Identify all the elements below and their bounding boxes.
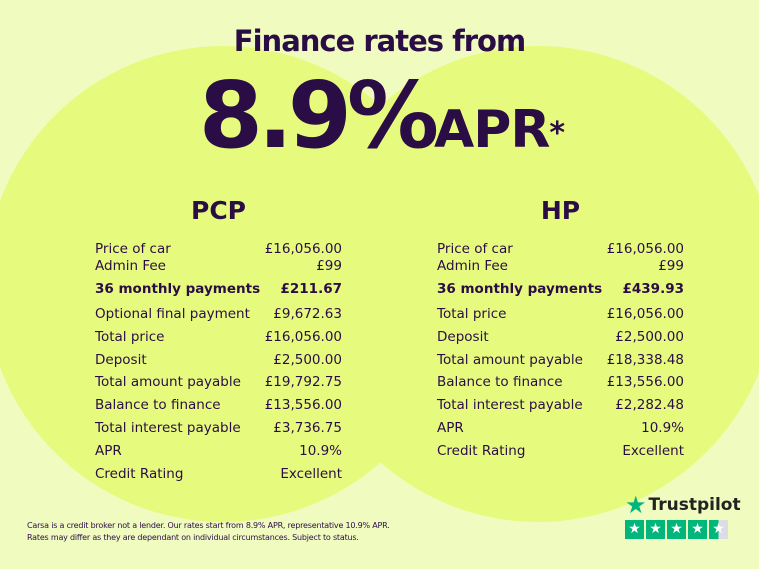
rating-star-icon: ★ — [688, 520, 707, 539]
row-label: Credit Rating — [437, 442, 526, 459]
row-label: Admin Fee — [95, 258, 166, 274]
row-value: Excellent — [280, 465, 342, 482]
row-label: Deposit — [95, 351, 147, 368]
row-label: Total price — [95, 328, 165, 345]
row-value: £16,056.00 — [264, 328, 342, 345]
row-label: APR — [95, 442, 122, 459]
row-value: £211.67 — [280, 281, 343, 297]
rating-star-icon: ★ — [625, 520, 644, 539]
row-label: APR — [437, 419, 464, 436]
table-row: Price of car £16,056.00 — [95, 241, 342, 258]
apr-label: APR — [434, 100, 550, 160]
headline-rate: 8.9%APR* — [0, 66, 759, 180]
row-value: £99 — [658, 258, 684, 274]
disclaimer: Carsa is a credit broker not a lender. O… — [27, 520, 390, 544]
table-row: Total amount payable £18,338.48 — [437, 349, 684, 372]
table-row: 36 monthly payments £439.93 — [437, 275, 684, 303]
row-label: Optional final payment — [95, 306, 250, 322]
table-row: Balance to finance £13,556.00 — [437, 371, 684, 394]
row-label: Credit Rating — [95, 465, 184, 482]
row-label: Admin Fee — [437, 258, 508, 274]
disclaimer-line: Carsa is a credit broker not a lender. O… — [27, 521, 390, 530]
table-row: Credit Rating Excellent — [95, 463, 342, 486]
row-value: 10.9% — [299, 442, 342, 459]
row-label: Deposit — [437, 328, 489, 345]
row-value: Excellent — [622, 442, 684, 459]
row-value: £13,556.00 — [264, 397, 342, 414]
row-value: £9,672.63 — [273, 306, 342, 322]
table-row: APR 10.9% — [95, 440, 342, 463]
table-row: Balance to finance £13,556.00 — [95, 394, 342, 417]
rating-star-icon: ★ — [667, 520, 686, 539]
background-circle-right — [300, 46, 759, 522]
row-value: 10.9% — [641, 419, 684, 436]
table-row: Credit Rating Excellent — [437, 440, 684, 463]
row-label: Price of car — [437, 241, 513, 257]
row-value: £16,056.00 — [264, 241, 342, 257]
trustpilot-badge: ★ Trustpilot ★ ★ ★ ★ ★ — [625, 491, 741, 539]
rating-star-icon: ★ — [709, 520, 728, 539]
row-label: Total amount payable — [95, 374, 241, 391]
headline-intro: Finance rates from — [233, 24, 526, 58]
table-row: Admin Fee £99 — [437, 258, 684, 275]
row-label: Total price — [437, 306, 507, 322]
pcp-table: PCP Price of car £16,056.00 Admin Fee £99 36… — [95, 196, 342, 485]
row-label: Total interest payable — [437, 397, 583, 414]
row-label: 36 monthly payments — [95, 281, 261, 297]
table-row: Optional final payment £9,672.63 — [95, 303, 342, 326]
rating-star-icon: ★ — [646, 520, 665, 539]
row-value: £2,282.48 — [615, 397, 684, 414]
hp-title: HP — [540, 196, 581, 225]
table-row: Total interest payable £2,282.48 — [437, 394, 684, 417]
table-row: Deposit £2,500.00 — [437, 326, 684, 349]
table-row: Total amount payable £19,792.75 — [95, 371, 342, 394]
row-value: £13,556.00 — [606, 374, 684, 391]
table-row: Deposit £2,500.00 — [95, 349, 342, 372]
row-value: £439.93 — [622, 281, 685, 297]
table-row: Total interest payable £3,736.75 — [95, 417, 342, 440]
row-label: Balance to finance — [437, 374, 563, 391]
table-row: 36 monthly payments £211.67 — [95, 275, 342, 303]
row-value: £2,500.00 — [615, 328, 684, 345]
pcp-title: PCP — [191, 196, 246, 225]
table-row: APR 10.9% — [437, 417, 684, 440]
row-value: £16,056.00 — [606, 306, 684, 322]
table-row: Price of car £16,056.00 — [437, 241, 684, 258]
table-row: Admin Fee £99 — [95, 258, 342, 275]
rate-value: 8.9% — [198, 62, 439, 169]
trustpilot-star-icon: ★ — [625, 491, 647, 519]
hp-table: HP Price of car £16,056.00 Admin Fee £99 36 … — [437, 196, 684, 463]
asterisk: * — [549, 116, 565, 151]
row-value: £18,338.48 — [606, 351, 684, 368]
row-label: 36 monthly payments — [437, 281, 603, 297]
row-value: £2,500.00 — [273, 351, 342, 368]
row-value: £16,056.00 — [606, 241, 684, 257]
trustpilot-rating: ★ ★ ★ ★ ★ — [625, 520, 741, 539]
row-label: Total amount payable — [437, 351, 583, 368]
table-row: Total price £16,056.00 — [437, 303, 684, 326]
row-value: £3,736.75 — [273, 419, 342, 436]
disclaimer-line: Rates may differ as they are dependant o… — [27, 533, 359, 542]
trustpilot-name: Trustpilot — [648, 495, 741, 515]
row-value: £99 — [316, 258, 342, 274]
table-row: Total price £16,056.00 — [95, 326, 342, 349]
row-label: Total interest payable — [95, 419, 241, 436]
row-value: £19,792.75 — [264, 374, 342, 391]
row-label: Price of car — [95, 241, 171, 257]
row-label: Balance to finance — [95, 397, 221, 414]
